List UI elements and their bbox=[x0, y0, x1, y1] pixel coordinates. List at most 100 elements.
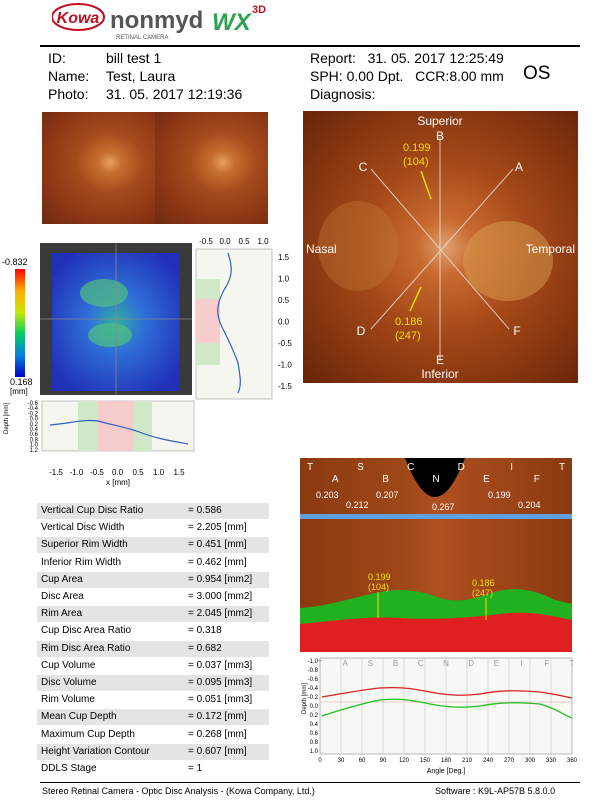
graph-y-tick: -0.8 bbox=[308, 668, 319, 674]
profile-y-tick: 1.0 bbox=[278, 275, 290, 284]
depth-tick: 0.6 bbox=[30, 432, 39, 438]
result-value: = 0.451 [mm] bbox=[188, 539, 247, 551]
graph-x-tick: 360 bbox=[567, 758, 578, 764]
sph-value: 0.00 Dpt. bbox=[346, 68, 404, 84]
graph-y-tick: -0.6 bbox=[308, 677, 319, 683]
fundus-sector-view: Superior B C A Nasal Temporal D F E Infe… bbox=[303, 111, 578, 383]
vertical-profile bbox=[195, 248, 273, 400]
graph-sector-label: D bbox=[468, 659, 474, 668]
rim-width-label: 0.267 bbox=[432, 502, 455, 512]
patient-info: ID: bill test 1 Name: Test, Laura Photo: 31… bbox=[48, 49, 242, 103]
x-tick: 1.0 bbox=[153, 468, 165, 477]
result-value: = 2.205 [mm] bbox=[188, 522, 247, 534]
result-value: = 3.000 [mm2] bbox=[188, 591, 253, 602]
result-label: Cup Area bbox=[41, 573, 83, 585]
name-label: Name: bbox=[48, 68, 90, 84]
uw-inf-value: 0.186 bbox=[472, 578, 495, 588]
depth-tick: -0.2 bbox=[28, 411, 39, 417]
footer-right: Software : K9L-AP57B 5.8.0.0 bbox=[435, 786, 556, 796]
profile-y-tick: -1.0 bbox=[278, 361, 292, 370]
sector-label: A bbox=[332, 474, 339, 485]
result-value: = 0.051 [mm3] bbox=[188, 694, 253, 706]
vertical-profile-curve bbox=[217, 252, 241, 394]
x-tick: -1.0 bbox=[70, 468, 84, 477]
graph-y-tick: 0.0 bbox=[310, 704, 319, 710]
depth-tick: -0.4 bbox=[28, 406, 39, 412]
x-tick: -0.5 bbox=[90, 468, 104, 477]
rim-width-label: 0.207 bbox=[376, 490, 399, 500]
patient-id: bill test 1 bbox=[106, 50, 162, 66]
brand-kowa: Kowa bbox=[57, 10, 100, 27]
footer-left: Stereo Retinal Camera - Optic Disc Analy… bbox=[42, 786, 315, 796]
result-row: Vertical Disc Width = 2.205 [mm] bbox=[37, 520, 269, 536]
graph-y-tick: -1.0 bbox=[308, 659, 319, 665]
result-value: = 1 bbox=[188, 763, 203, 774]
cg-angle-label: Angle [Deg.] bbox=[427, 768, 466, 775]
sector-label: T bbox=[559, 462, 565, 473]
graph-sector-label: B bbox=[393, 659, 398, 668]
footer-rule bbox=[40, 782, 580, 783]
brand-sup: 3D bbox=[252, 4, 266, 16]
graph-y-tick: -0.2 bbox=[308, 695, 319, 701]
label-nasal: Nasal bbox=[306, 242, 337, 256]
depth-tick: -0.6 bbox=[28, 401, 39, 407]
report-label: Report: bbox=[310, 50, 356, 66]
label-inferior: Inferior bbox=[421, 367, 458, 381]
result-row: Superior Rim Width = 0.451 [mm] bbox=[37, 537, 269, 554]
graph-x-tick: 240 bbox=[483, 758, 494, 764]
result-value: = 0.172 [mm] bbox=[188, 711, 247, 723]
sector-label: D bbox=[458, 462, 465, 473]
graph-x-tick: 330 bbox=[546, 758, 557, 764]
profile-top-tick: -0.5 bbox=[199, 237, 213, 246]
uw-sup-angle: (104) bbox=[368, 582, 389, 592]
result-value: = 0.607 [mm] bbox=[188, 745, 247, 757]
eye-label: OS bbox=[523, 63, 551, 84]
sector-label: B bbox=[382, 474, 389, 485]
result-row: Inferior Rim Width = 0.462 [mm] bbox=[37, 555, 269, 571]
label-d: D bbox=[357, 324, 366, 338]
graph-x-tick: 30 bbox=[338, 758, 345, 764]
header-rule bbox=[40, 45, 580, 47]
stereo-image-left bbox=[42, 112, 155, 224]
graph-sector-label: C bbox=[418, 659, 424, 668]
result-label: Vertical Cup Disc Ratio bbox=[41, 505, 144, 516]
x-tick: -1.5 bbox=[49, 468, 63, 477]
result-label: Height Variation Contour bbox=[41, 745, 150, 757]
depth-tick: 0.4 bbox=[30, 427, 39, 433]
result-row: Height Variation Contour = 0.607 [mm] bbox=[37, 743, 269, 760]
result-row: Rim Area = 2.045 [mm2] bbox=[37, 606, 269, 623]
graph-sector-label: I bbox=[520, 659, 522, 668]
result-label: Maximum Cup Depth bbox=[41, 728, 135, 740]
sector-label: F bbox=[534, 474, 540, 485]
graph-sector-label: N bbox=[443, 659, 449, 668]
result-row: Rim Disc Area Ratio = 0.682 bbox=[37, 640, 269, 657]
report-info: Report: 31. 05. 2017 12:25:49 SPH: 0.00 … bbox=[310, 49, 504, 103]
profile-y-tick: 0.5 bbox=[278, 296, 290, 305]
photo-label: Photo: bbox=[48, 86, 89, 102]
x-axis-label: x [mm] bbox=[106, 478, 130, 487]
graph-x-tick: 180 bbox=[441, 758, 452, 764]
stereo-image-right bbox=[155, 112, 268, 224]
superior-width-angle: (104) bbox=[403, 156, 429, 168]
depth-tick: 0.2 bbox=[30, 422, 39, 428]
result-row: Maximum Cup Depth = 0.268 [mm] bbox=[37, 727, 269, 743]
graph-sector-label: S bbox=[368, 659, 373, 668]
graph-y-tick: 0.6 bbox=[310, 731, 319, 737]
profile-y-tick: -1.5 bbox=[278, 382, 292, 391]
x-tick: 0.0 bbox=[112, 468, 124, 477]
label-c: C bbox=[359, 160, 368, 174]
result-row: Disc Volume = 0.095 [mm3] bbox=[37, 675, 269, 691]
depth-axis-label: Depth [mm] bbox=[4, 403, 10, 434]
result-label: Mean Cup Depth bbox=[41, 711, 117, 723]
inferior-width-angle: (247) bbox=[395, 330, 421, 342]
graph-sector-label: A bbox=[343, 659, 349, 668]
graph-x-tick: 60 bbox=[359, 758, 366, 764]
result-label: Superior Rim Width bbox=[41, 539, 128, 551]
result-row: Cup Volume = 0.037 [mm3] bbox=[37, 658, 269, 674]
sector-label: S bbox=[357, 462, 364, 473]
cg-depth-label: Depth [mm] bbox=[302, 683, 308, 714]
ccr-value: 8.00 mm bbox=[449, 68, 504, 84]
result-label: DDLS Stage bbox=[41, 763, 97, 774]
disc-contour-line bbox=[321, 686, 573, 699]
patient-name: Test, Laura bbox=[106, 68, 176, 84]
